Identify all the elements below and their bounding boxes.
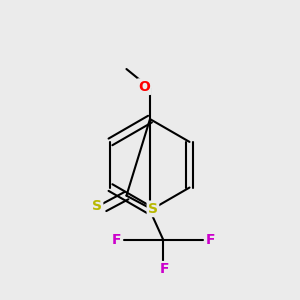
Text: F: F [160, 262, 169, 276]
Text: S: S [148, 202, 158, 216]
Text: S: S [92, 199, 102, 213]
Text: F: F [206, 233, 215, 247]
Text: F: F [111, 233, 121, 247]
Text: O: O [138, 80, 150, 94]
